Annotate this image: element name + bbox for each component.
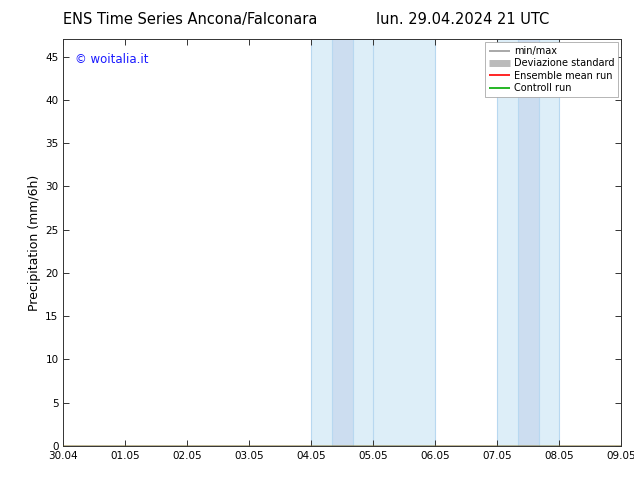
Bar <box>497 39 518 446</box>
Bar <box>311 39 332 446</box>
Text: lun. 29.04.2024 21 UTC: lun. 29.04.2024 21 UTC <box>376 12 550 27</box>
Bar <box>332 39 353 446</box>
Bar <box>373 39 436 446</box>
Bar <box>518 39 539 446</box>
Y-axis label: Precipitation (mm/6h): Precipitation (mm/6h) <box>28 174 41 311</box>
Text: ENS Time Series Ancona/Falconara: ENS Time Series Ancona/Falconara <box>63 12 318 27</box>
Bar <box>539 39 559 446</box>
Text: © woitalia.it: © woitalia.it <box>75 53 148 67</box>
Legend: min/max, Deviazione standard, Ensemble mean run, Controll run: min/max, Deviazione standard, Ensemble m… <box>485 42 618 97</box>
Bar <box>353 39 373 446</box>
